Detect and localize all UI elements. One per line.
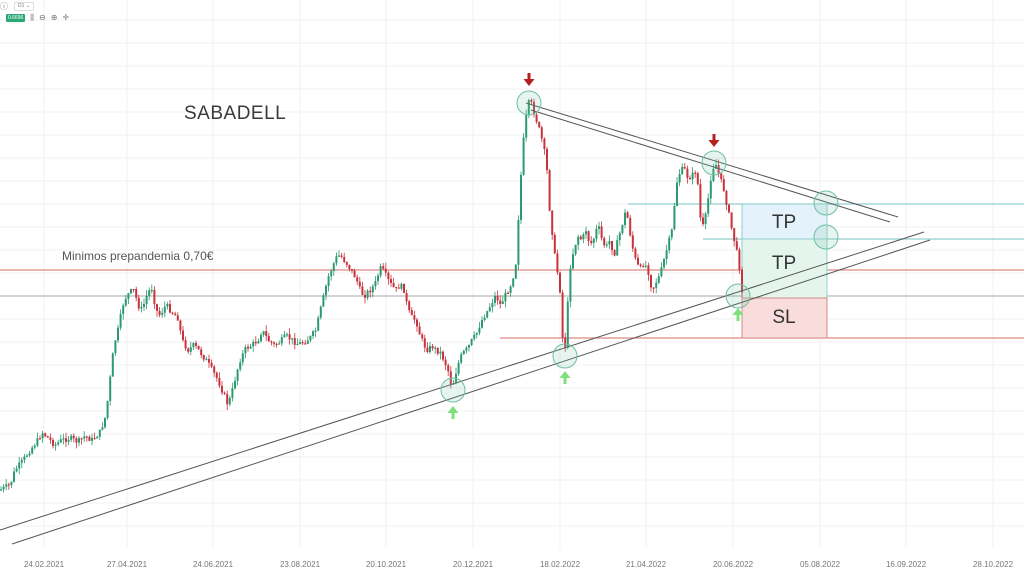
info-icon[interactable]: ⓘ: [0, 1, 8, 11]
zoom-in-icon[interactable]: ⊕: [50, 13, 58, 22]
sl-label: SL: [772, 307, 796, 328]
x-tick-label: 28.10.2022: [972, 560, 1014, 569]
x-tick-label: 05.08.2022: [799, 560, 841, 569]
trade-zones: [741, 203, 828, 339]
tp1-label: TP: [771, 212, 797, 233]
zoom-out-icon[interactable]: ⊖: [38, 13, 46, 22]
arrow-up-icon: [732, 308, 744, 321]
candlesticks: [0, 98, 743, 493]
x-tick-label: 27.04.2021: [106, 560, 148, 569]
x-tick-label: 16.09.2022: [885, 560, 927, 569]
arrow-down-icon: [708, 134, 720, 147]
grid: [0, 0, 1024, 548]
arrow-up-icon: [559, 371, 571, 384]
candles-icon[interactable]: ⫼: [30, 13, 34, 22]
timeframe-select[interactable]: D1 ⌄: [14, 2, 34, 11]
x-tick-label: 20.06.2022: [712, 560, 754, 569]
prepandemic-annotation: Minimos prepandemia 0,70€: [62, 249, 214, 263]
x-tick-label: 24.02.2021: [23, 560, 65, 569]
arrow-up-icon: [447, 406, 459, 419]
tp2-label: TP: [771, 253, 797, 274]
price-badge: 0.6696: [6, 14, 26, 22]
crosshair-icon[interactable]: ✛: [62, 13, 70, 22]
signal-arrows: [447, 73, 744, 419]
x-tick-label: 20.12.2021: [452, 560, 494, 569]
touch-circles: [440, 90, 839, 403]
x-tick-label: 21.04.2022: [625, 560, 667, 569]
chart-title: SABADELL: [184, 103, 287, 124]
x-tick-label: 20.10.2021: [365, 560, 407, 569]
x-tick-label: 23.08.2021: [279, 560, 321, 569]
chart-toolbar: ⓘ D1 ⌄ 0.6696 ⫼ ⊖ ⊕ ✛: [0, 0, 110, 28]
timeframe-value: D1: [18, 3, 25, 9]
x-tick-label: 18.02.2022: [539, 560, 581, 569]
trendlines: [0, 102, 931, 545]
arrow-down-icon: [523, 73, 535, 86]
x-tick-label: 24.06.2021: [192, 560, 234, 569]
horizontal-levels: [0, 203, 1024, 339]
